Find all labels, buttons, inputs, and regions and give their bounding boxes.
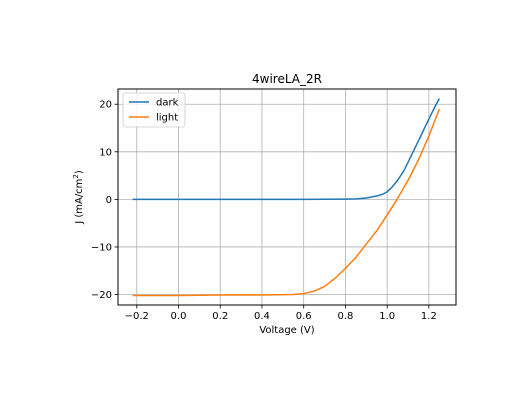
legend-label-light: light <box>156 113 178 124</box>
y-tick-label: 0 <box>106 195 112 206</box>
plot-frame <box>117 88 457 306</box>
y-axis-label: J (mA/cm2) <box>72 170 85 225</box>
y-tick-label: −20 <box>91 290 112 301</box>
y-tick-label: 20 <box>99 100 112 111</box>
x-tick-label: −0.2 <box>125 311 149 322</box>
series-lines <box>132 98 441 297</box>
x-axis-label: Voltage (V) <box>259 325 314 336</box>
y-axis-label-superscript: 2 <box>72 174 80 178</box>
x-tick-label: 0.4 <box>254 311 270 322</box>
legend: dark light <box>122 92 186 128</box>
y-axis-label-end: ) <box>74 170 85 174</box>
series-line-dark <box>132 98 440 201</box>
y-tick-label: −10 <box>91 242 112 253</box>
x-tick-label: 0.0 <box>171 311 187 322</box>
y-axis-label-main: J (mA/cm <box>74 179 85 225</box>
legend-label-dark: dark <box>156 98 179 109</box>
x-tick-label: 0.2 <box>212 311 228 322</box>
x-tick-label: 0.6 <box>296 311 312 322</box>
axis-ticks: −0.2 0.0 0.2 0.4 0.6 0.8 1.0 1.2 −20 −10 0 10 20 <box>91 100 437 322</box>
x-tick-label: 1.0 <box>379 311 395 322</box>
chart-title: 4wireLA_2R <box>252 72 322 86</box>
x-tick-label: 1.2 <box>421 311 437 322</box>
y-tick-label: 10 <box>99 147 112 158</box>
x-tick-label: 0.8 <box>337 311 353 322</box>
series-line-light <box>132 108 441 297</box>
